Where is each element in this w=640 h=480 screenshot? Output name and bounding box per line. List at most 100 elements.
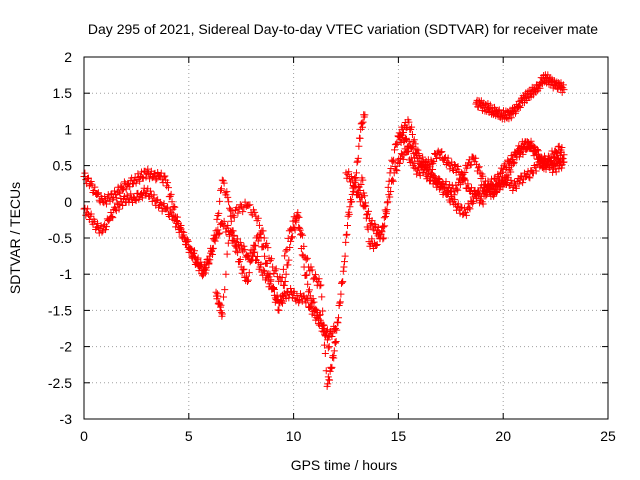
data-point xyxy=(339,278,347,286)
x-tick-label: 25 xyxy=(600,428,616,444)
data-point xyxy=(239,208,247,216)
data-point xyxy=(318,293,326,301)
data-point xyxy=(296,224,304,232)
data-point xyxy=(348,198,356,206)
data-point xyxy=(91,183,99,191)
data-point xyxy=(123,191,131,199)
data-point xyxy=(102,226,110,234)
series-track-d xyxy=(342,116,568,243)
data-point xyxy=(323,329,331,337)
data-point xyxy=(470,187,478,195)
data-point xyxy=(239,247,247,255)
data-point xyxy=(146,192,154,200)
data-point xyxy=(234,235,242,243)
data-point xyxy=(81,169,89,177)
data-point xyxy=(209,235,217,243)
data-point xyxy=(201,269,209,277)
chart-title: Day 295 of 2021, Sidereal Day-to-day VTE… xyxy=(88,21,598,37)
data-point xyxy=(220,217,228,225)
data-point xyxy=(513,153,521,161)
data-point xyxy=(454,163,462,171)
data-point xyxy=(368,235,376,243)
data-point xyxy=(308,266,316,274)
data-point xyxy=(388,176,396,184)
data-point xyxy=(270,283,278,291)
data-point xyxy=(217,301,225,309)
data-point xyxy=(168,198,176,206)
data-point xyxy=(559,84,567,92)
data-point xyxy=(380,234,388,242)
data-point xyxy=(435,174,443,182)
data-point xyxy=(374,224,382,232)
data-point xyxy=(302,299,310,307)
y-tick-label: -2 xyxy=(60,339,73,355)
data-point xyxy=(318,322,326,330)
y-tick-label: -3 xyxy=(60,411,73,427)
data-point xyxy=(260,266,268,274)
data-point xyxy=(218,176,226,184)
x-axis-label: GPS time / hours xyxy=(291,457,398,473)
data-point xyxy=(514,102,522,110)
data-point xyxy=(450,161,458,169)
data-point xyxy=(314,315,322,323)
data-point xyxy=(216,197,224,205)
data-point xyxy=(456,181,464,189)
data-point xyxy=(268,285,276,293)
data-point xyxy=(284,261,292,269)
data-point xyxy=(161,172,169,180)
data-point xyxy=(243,277,251,285)
data-point xyxy=(263,260,271,268)
series-track-b xyxy=(80,176,333,352)
data-point xyxy=(515,180,523,188)
data-point xyxy=(102,200,110,208)
x-tick-label: 15 xyxy=(391,428,407,444)
data-point xyxy=(284,234,292,242)
data-point xyxy=(376,235,384,243)
y-tick-label: 0.5 xyxy=(53,158,73,174)
data-point xyxy=(217,186,225,194)
data-point xyxy=(532,146,540,154)
data-point xyxy=(280,281,288,289)
data-point xyxy=(180,228,188,236)
data-point xyxy=(93,219,101,227)
data-point xyxy=(408,131,416,139)
x-tick-label: 5 xyxy=(185,428,193,444)
data-point xyxy=(248,256,256,264)
data-point xyxy=(311,271,319,279)
data-point xyxy=(356,198,364,206)
data-point xyxy=(320,341,328,349)
data-point xyxy=(282,270,290,278)
data-point xyxy=(230,213,238,221)
data-point xyxy=(507,168,515,176)
data-point xyxy=(402,134,410,142)
data-point xyxy=(111,203,119,211)
data-point xyxy=(341,252,349,260)
data-point xyxy=(536,84,544,92)
data-point xyxy=(281,252,289,260)
data-point xyxy=(204,257,212,265)
data-point xyxy=(384,183,392,191)
data-point xyxy=(387,188,395,196)
data-point xyxy=(326,367,334,375)
y-tick-label: -2.5 xyxy=(48,375,72,391)
data-point xyxy=(245,201,253,209)
data-point xyxy=(438,148,446,156)
data-point xyxy=(491,174,499,182)
data-point xyxy=(222,270,230,278)
data-point xyxy=(560,86,568,94)
data-point xyxy=(358,119,366,127)
data-point xyxy=(93,223,101,231)
data-point xyxy=(346,178,354,186)
data-point xyxy=(152,176,160,184)
data-point xyxy=(225,198,233,206)
data-point xyxy=(220,293,228,301)
data-point xyxy=(347,172,355,180)
data-point xyxy=(251,208,259,216)
data-point xyxy=(148,174,156,182)
data-point xyxy=(453,185,461,193)
data-point xyxy=(256,230,264,238)
data-point xyxy=(390,156,398,164)
data-point xyxy=(154,168,162,176)
data-point xyxy=(474,164,482,172)
